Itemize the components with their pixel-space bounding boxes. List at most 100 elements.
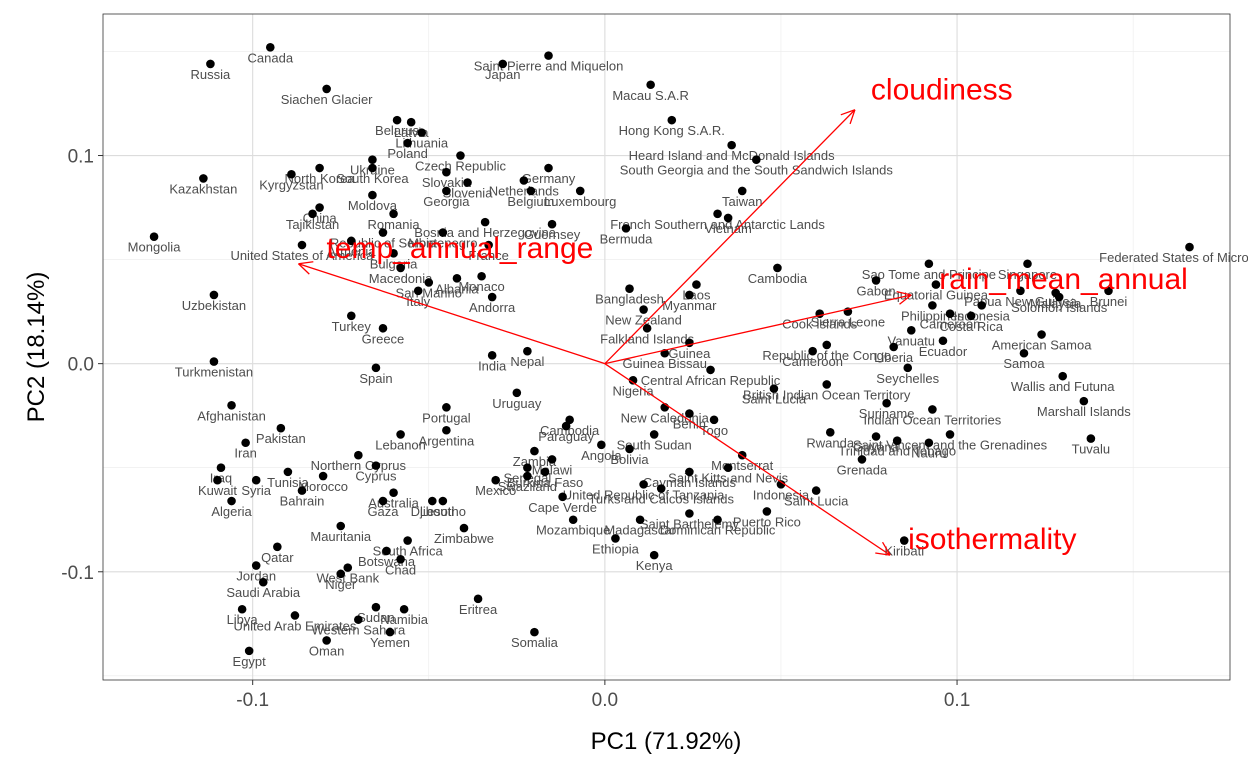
data-point — [227, 400, 236, 410]
data-point — [463, 178, 472, 187]
data-point — [1086, 434, 1096, 443]
data-point — [389, 488, 398, 497]
loading-label: cloudiness — [871, 74, 1013, 107]
point-label: Suriname — [859, 406, 915, 421]
data-point — [315, 163, 324, 173]
point-label: Qatar — [261, 550, 294, 565]
point-label: Mexico — [475, 483, 516, 498]
data-point — [773, 263, 782, 273]
data-point — [544, 163, 553, 173]
point-label: Saint Kitts and Nevis — [668, 471, 788, 486]
point-label: Republic of Serbia — [330, 236, 437, 251]
data-point — [484, 240, 493, 250]
data-point — [213, 475, 222, 485]
point-label: Saint Vincent and the Grenadines — [853, 437, 1048, 452]
point-label: Gabon — [857, 283, 896, 298]
data-point — [723, 463, 733, 473]
data-point — [456, 151, 465, 160]
data-point — [625, 284, 634, 294]
data-point — [706, 365, 715, 375]
data-point — [924, 259, 934, 269]
point-label: Kazakhstan — [169, 181, 237, 196]
data-point — [1054, 292, 1064, 302]
point-label: Sierra Leone — [811, 315, 885, 330]
data-point — [209, 290, 219, 300]
data-point — [438, 228, 448, 237]
point-label: Republic of the Congo — [762, 348, 891, 363]
data-point — [713, 515, 722, 525]
data-point — [336, 521, 346, 531]
x-axis-title: PC1 (71.92%) — [591, 728, 742, 755]
point-label: Uruguay — [492, 396, 542, 411]
loading-label: rain_mean_annual — [939, 263, 1188, 296]
data-point — [442, 403, 451, 412]
loading-label: isothermality — [908, 523, 1076, 556]
data-point — [769, 384, 779, 393]
point-label: Yemen — [370, 635, 410, 650]
data-point — [523, 463, 532, 473]
data-point — [597, 440, 606, 450]
data-point — [727, 140, 736, 150]
point-label: Saint Pierre and Miquelon — [474, 59, 624, 74]
data-point — [625, 444, 634, 454]
data-point — [417, 128, 427, 137]
data-point — [459, 523, 469, 533]
point-label: Namibia — [380, 612, 428, 627]
plot-border — [102, 13, 1231, 681]
data-point — [498, 59, 508, 69]
point-label: Cameroon — [920, 317, 981, 332]
point-label: Germany — [522, 171, 576, 186]
loading-arrow-head — [899, 294, 912, 305]
data-point — [903, 363, 913, 373]
data-point — [209, 357, 219, 366]
point-label: Wallis and Futuna — [1011, 379, 1115, 394]
point-label: Canada — [248, 50, 294, 65]
data-point — [530, 627, 539, 637]
point-label: Pakistan — [256, 431, 306, 446]
point-label: Nauru — [911, 446, 946, 461]
point-label: Central African Republic — [641, 373, 781, 388]
point-label: Ecuador — [919, 344, 968, 359]
y-axis-title: PC2 (18.14%) — [23, 272, 50, 423]
point-label: Cambodia — [748, 271, 808, 286]
data-point — [642, 323, 652, 333]
point-label: Sao Tome and Principe — [862, 267, 996, 282]
data-point — [776, 480, 786, 489]
point-label: Georgia — [423, 194, 470, 209]
data-point — [544, 51, 553, 60]
point-label: Mauritania — [310, 529, 371, 544]
data-point — [406, 117, 416, 127]
point-label: Cameroon — [782, 354, 843, 369]
point-label: Bulgaria — [370, 256, 418, 271]
point-label: Indian Ocean Territories — [864, 412, 1002, 427]
point-label: Macedonia — [369, 271, 433, 286]
point-label: Ethiopia — [592, 541, 640, 556]
point-label: Samoa — [1003, 356, 1045, 371]
data-point — [752, 155, 761, 164]
data-point — [685, 467, 694, 477]
point-label: Saint Lucia — [784, 494, 849, 509]
point-label: Portugal — [422, 410, 471, 425]
point-label: Andorra — [469, 300, 516, 315]
point-label: Vanuatu — [888, 333, 935, 348]
data-point — [928, 301, 937, 310]
point-label: Mongolia — [128, 240, 182, 255]
data-point — [1104, 286, 1113, 296]
point-label: Russia — [191, 67, 232, 82]
data-point — [825, 428, 835, 437]
data-point — [424, 278, 434, 287]
data-point — [685, 509, 694, 518]
data-point — [723, 213, 733, 223]
data-point — [906, 326, 916, 335]
point-label: Saint Barthelemy — [640, 517, 739, 532]
loading-label: temp_annual_range — [326, 232, 593, 265]
point-label: Taiwan — [722, 194, 762, 209]
data-point — [251, 475, 261, 485]
data-point — [938, 336, 948, 346]
data-point — [811, 486, 821, 495]
data-point — [1023, 259, 1032, 269]
data-point — [547, 455, 557, 464]
loading-arrow-shaft — [298, 263, 606, 365]
point-label: Belarus — [375, 123, 420, 138]
point-label: Eritrea — [459, 602, 498, 617]
